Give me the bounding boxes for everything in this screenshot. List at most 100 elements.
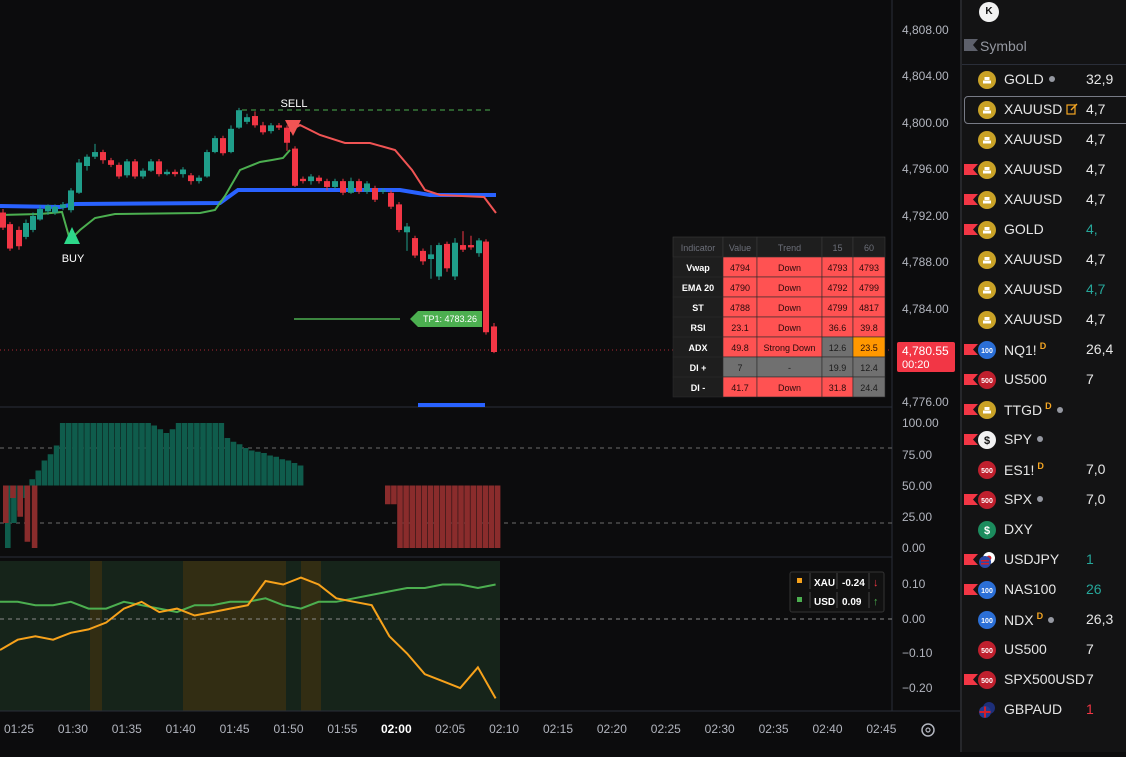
- watchlist-row-ndx[interactable]: 100 NDX D 26,3: [962, 605, 1126, 635]
- symbol-name: US500: [1004, 641, 1047, 657]
- svg-text:RSI: RSI: [690, 323, 705, 333]
- histogram-bar: [236, 444, 243, 486]
- red-flag-icon[interactable]: [964, 404, 978, 415]
- last-price: 7: [1086, 641, 1094, 657]
- price-axis-label: 4,792.00: [902, 209, 949, 223]
- candle: [92, 143, 98, 160]
- candle: [84, 154, 90, 171]
- watchlist-row-es1[interactable]: 500 ES1! D 7,0: [962, 455, 1126, 485]
- histogram-bar: [273, 456, 279, 486]
- edit-icon[interactable]: [1066, 103, 1078, 115]
- table-row: DI + 7 - 19.9 12.4: [672, 356, 886, 378]
- histogram-bar: [224, 438, 231, 486]
- histogram-bar: [482, 485, 489, 548]
- table-header: Value: [729, 243, 751, 253]
- histogram-bar: [72, 423, 78, 486]
- candle: [491, 322, 497, 354]
- red-flag-icon[interactable]: [964, 584, 978, 595]
- watchlist-row-spx[interactable]: 500 SPX 7,0: [962, 485, 1126, 515]
- price-axis-label: 4,776.00: [902, 395, 949, 409]
- red-flag-icon[interactable]: [964, 194, 978, 205]
- symbol-name: DXY: [1004, 521, 1033, 537]
- svg-text:500: 500: [981, 498, 993, 505]
- histogram-bar: [427, 485, 434, 548]
- time-axis-label: 02:15: [543, 722, 573, 736]
- histogram-bar: [421, 485, 428, 548]
- candle: [76, 159, 82, 194]
- candle: [140, 168, 146, 179]
- red-flag-icon[interactable]: [964, 554, 978, 565]
- watchlist-row-xauusd[interactable]: XAUUSD 4,7: [962, 245, 1126, 275]
- watchlist-row-gold[interactable]: GOLD 4,: [962, 215, 1126, 245]
- svg-text:500: 500: [981, 678, 993, 685]
- candle: [244, 113, 250, 125]
- histogram-bar: [391, 485, 397, 505]
- red-flag-icon[interactable]: [964, 434, 978, 445]
- red-flag-icon[interactable]: [964, 494, 978, 505]
- time-axis-label: 02:00: [381, 722, 412, 736]
- price-axis[interactable]: 4,808.00 4,804.00 4,800.00 4,796.00 4,792.00…: [902, 23, 949, 695]
- time-axis-label: 02:25: [651, 722, 681, 736]
- price-axis-label: 4,804.00: [902, 69, 949, 83]
- symbol-name: ES1!: [1004, 462, 1035, 478]
- histogram-bar: [249, 450, 255, 486]
- watchlist-row-xauusd[interactable]: XAUUSD 4,7: [962, 185, 1126, 215]
- histogram-bar: [29, 479, 35, 486]
- histogram-bar: [41, 460, 48, 486]
- watchlist-row-nq1[interactable]: 100 NQ1! D 26,4: [962, 335, 1126, 365]
- candlestick-series[interactable]: [0, 107, 497, 354]
- candle: [132, 159, 138, 179]
- svg-text:19.9: 19.9: [829, 363, 847, 373]
- red-flag-icon[interactable]: [964, 674, 978, 685]
- red-flag-icon[interactable]: [964, 224, 978, 235]
- candle: [420, 248, 426, 265]
- watchlist-row-gbpaud[interactable]: GBPAUD 1: [962, 695, 1126, 725]
- svg-text:$: $: [984, 525, 990, 537]
- watchlist-row-xauusd[interactable]: XAUUSD 4,7: [962, 155, 1126, 185]
- candle: [45, 204, 51, 215]
- time-axis[interactable]: 01:25 01:30 01:35 01:40 01:45 01:50 01:55 02:00…: [4, 722, 897, 736]
- symbol-name: NDX: [1004, 612, 1034, 628]
- red-flag-icon[interactable]: [964, 374, 978, 385]
- candle: [412, 235, 418, 258]
- watchlist-row-us500[interactable]: 500 US500 7: [962, 635, 1126, 665]
- settings-gear-icon[interactable]: [921, 723, 935, 737]
- candle: [260, 121, 266, 135]
- oscillator-axis-label: 0.00: [902, 612, 926, 626]
- watchlist-row-dxy[interactable]: $ DXY: [962, 515, 1126, 545]
- last-price: 4,7: [1086, 251, 1106, 267]
- watchlist-row-spx500usd[interactable]: 500 SPX500USD 7: [962, 665, 1126, 695]
- watchlist-row-us500[interactable]: 500 US500 7: [962, 365, 1126, 395]
- red-flag-icon[interactable]: [964, 164, 978, 175]
- user-avatar[interactable]: K: [979, 2, 999, 22]
- red-flag-icon[interactable]: [964, 344, 978, 355]
- svg-text:ST: ST: [692, 303, 704, 313]
- legend-value: -0.24: [842, 578, 865, 589]
- last-price: 7: [1086, 671, 1094, 687]
- histogram-bar: [279, 459, 286, 486]
- histogram-bar: [385, 485, 391, 505]
- symbol-name: XAUUSD: [1004, 191, 1063, 207]
- symbol-name: NQ1!: [1004, 342, 1037, 358]
- supertrend-down-line: [287, 123, 497, 214]
- watchlist-row-spy[interactable]: $ SPY: [962, 425, 1126, 455]
- svg-text:4794: 4794: [730, 263, 750, 273]
- market-status-dot: [1037, 496, 1044, 502]
- watchlist-row-xauusd[interactable]: XAUUSD 4,7: [962, 275, 1126, 305]
- watchlist-row-nas100[interactable]: 100 NAS100 26: [962, 575, 1126, 605]
- watchlist-header[interactable]: Symbol: [962, 26, 1126, 65]
- svg-text:BUY: BUY: [62, 253, 85, 265]
- candle: [196, 175, 202, 184]
- chart-area[interactable]: BUY SELL TP1: 4783.26 4,808.00 4,804.00 4,…: [0, 0, 960, 752]
- svg-text:24.4: 24.4: [860, 383, 878, 393]
- watchlist-row-xauusd[interactable]: XAUUSD 4,7: [962, 125, 1126, 155]
- candle: [444, 241, 450, 272]
- watchlist-row-usdjpy[interactable]: USDJPY 1: [962, 545, 1126, 575]
- watchlist-row-ttgd[interactable]: TTGD D: [962, 395, 1126, 425]
- watchlist-row-gold[interactable]: GOLD 32,9: [962, 65, 1126, 95]
- watchlist-row-xauusd[interactable]: XAUUSD 4,7: [962, 305, 1126, 335]
- up-arrow-icon: ↑: [873, 596, 879, 608]
- momentum-histogram: [3, 423, 501, 548]
- symbol-name: SPY: [1004, 431, 1033, 447]
- watchlist-row-xauusd[interactable]: XAUUSD 4,7: [962, 95, 1126, 125]
